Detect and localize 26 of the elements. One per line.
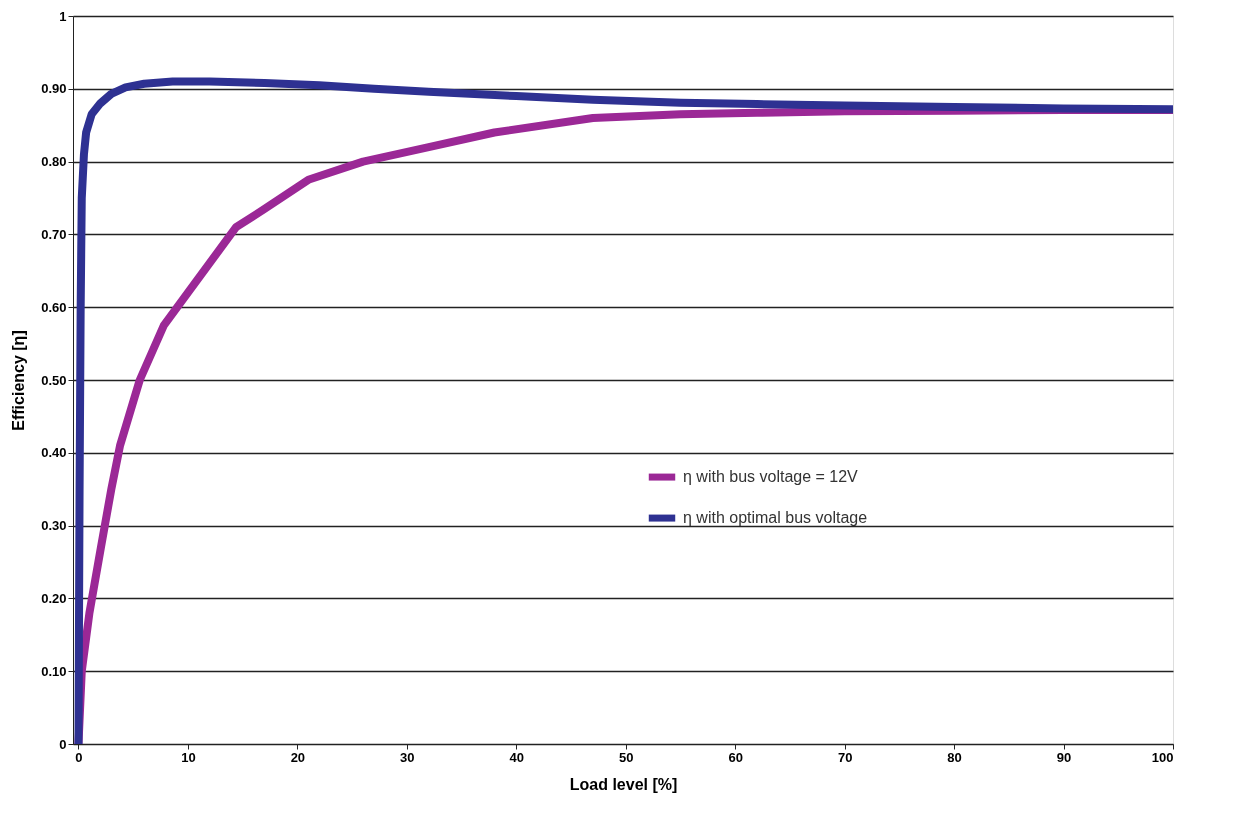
x-tick-label: 90: [1056, 749, 1072, 765]
x-axis-title: Load level [%]: [569, 775, 678, 793]
y-tick-label: 0.50: [41, 372, 67, 388]
y-tick-label: 1: [59, 8, 67, 24]
x-tick-label: 70: [837, 749, 853, 765]
y-tick-label: 0.30: [41, 518, 67, 534]
y-axis-title: Efficiency [η]: [10, 330, 28, 431]
x-tick-label: 30: [400, 749, 415, 765]
y-tick-label: 0.60: [41, 299, 67, 315]
x-tick-label: 60: [728, 749, 743, 765]
x-tick-label: 80: [947, 749, 962, 765]
x-tick-label: 10: [181, 749, 196, 765]
x-tick-label: 40: [509, 749, 525, 765]
x-tick-label: 50: [619, 749, 634, 765]
y-tick-label: 0.10: [41, 663, 67, 679]
legend-label: η with bus voltage = 12V: [683, 468, 859, 486]
x-tick-label: 100: [1151, 749, 1174, 765]
legend-label: η with optimal bus voltage: [683, 509, 868, 527]
x-tick-label: 20: [290, 749, 306, 765]
y-tick-label: 0.20: [41, 590, 67, 606]
y-tick-label: 0.70: [41, 226, 67, 242]
y-tick-label: 0.40: [41, 445, 67, 461]
x-tick-label: 0: [75, 749, 83, 765]
y-tick-label: 0.90: [41, 81, 67, 97]
y-tick-label: 0.80: [41, 154, 67, 170]
y-tick-label: 0: [59, 736, 67, 752]
